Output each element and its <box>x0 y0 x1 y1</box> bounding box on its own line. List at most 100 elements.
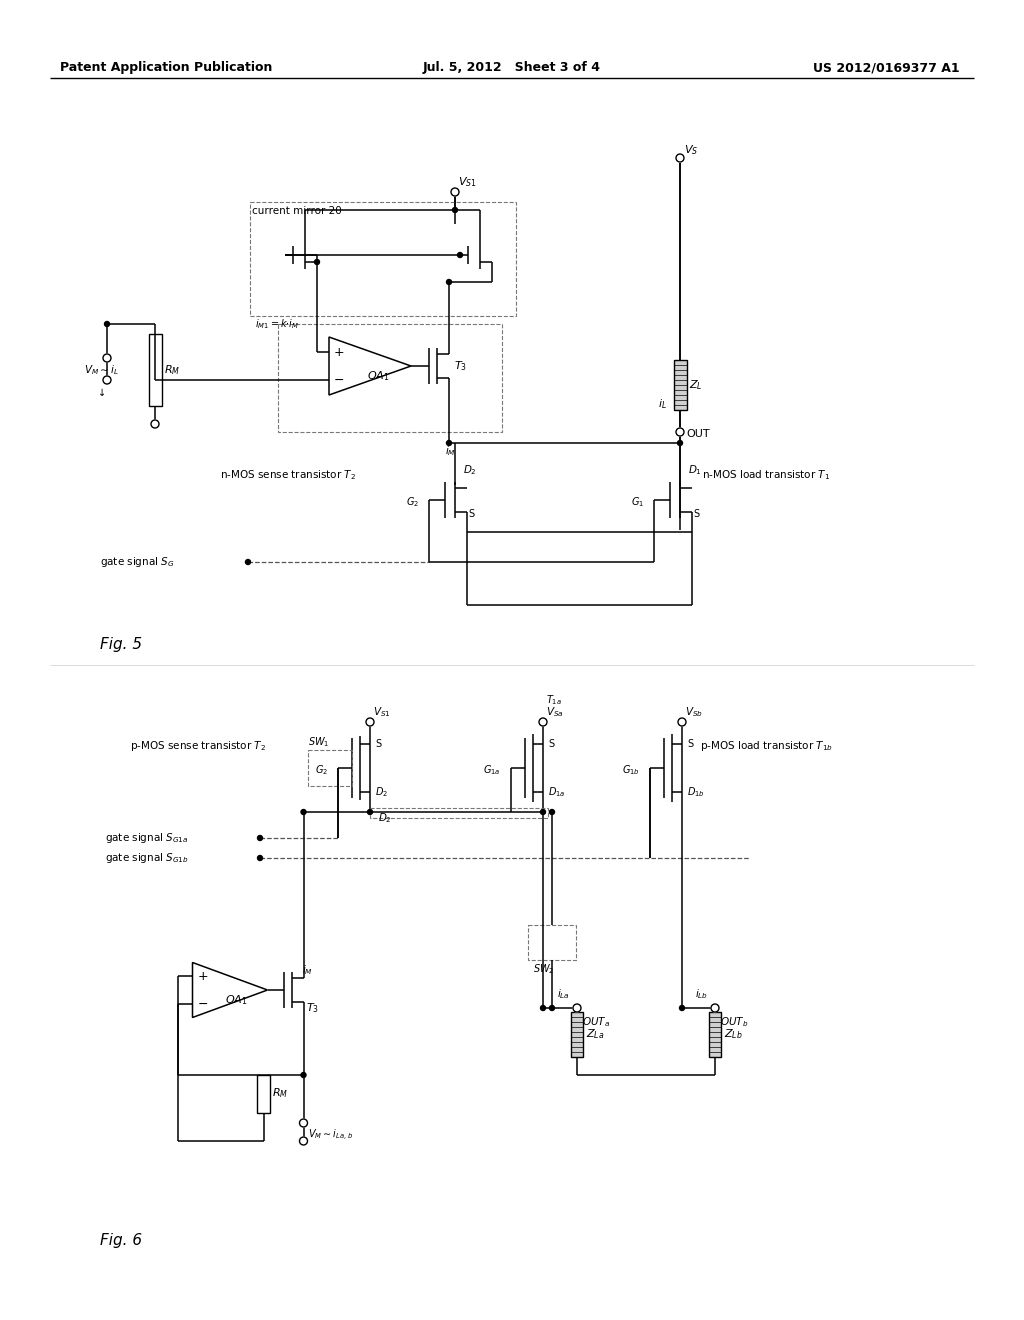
Circle shape <box>451 187 459 195</box>
Circle shape <box>676 428 684 436</box>
Text: $D_{1b}$: $D_{1b}$ <box>687 785 705 799</box>
Polygon shape <box>329 337 411 395</box>
Text: $T_3$: $T_3$ <box>306 1001 319 1015</box>
Text: Patent Application Publication: Patent Application Publication <box>60 62 272 74</box>
Circle shape <box>711 1005 719 1012</box>
Circle shape <box>541 809 546 814</box>
Circle shape <box>678 718 686 726</box>
Circle shape <box>103 354 111 362</box>
Text: $V_M{\sim}i_L$: $V_M{\sim}i_L$ <box>84 363 119 378</box>
Bar <box>674 360 686 411</box>
Text: $Z_{Lb}$: $Z_{Lb}$ <box>724 1027 742 1041</box>
Circle shape <box>257 855 262 861</box>
Text: Fig. 6: Fig. 6 <box>100 1233 142 1247</box>
Bar <box>257 1074 270 1113</box>
Circle shape <box>301 809 306 814</box>
Circle shape <box>550 1006 555 1011</box>
Bar <box>148 334 162 407</box>
Circle shape <box>550 809 555 814</box>
Text: $V_{S1}$: $V_{S1}$ <box>373 705 391 719</box>
Text: p-MOS load transistor $T_{1b}$: p-MOS load transistor $T_{1b}$ <box>700 739 833 752</box>
Text: $V_M{\sim}i_{La,b}$: $V_M{\sim}i_{La,b}$ <box>308 1127 353 1143</box>
Text: S: S <box>687 739 693 748</box>
Circle shape <box>151 420 159 428</box>
Circle shape <box>103 376 111 384</box>
Text: $OA_1$: $OA_1$ <box>367 370 389 383</box>
Text: $G_{1b}$: $G_{1b}$ <box>623 763 640 777</box>
Bar <box>370 808 548 818</box>
Text: Fig. 5: Fig. 5 <box>100 636 142 652</box>
Bar <box>278 323 502 432</box>
Text: S: S <box>375 739 381 748</box>
Text: gate signal $S_G$: gate signal $S_G$ <box>100 554 174 569</box>
Bar <box>709 1012 721 1057</box>
Text: $V_S$: $V_S$ <box>684 143 698 157</box>
Text: $D_{1a}$: $D_{1a}$ <box>548 785 565 799</box>
Bar <box>571 1012 583 1057</box>
Text: $i_{M1}{=}k{\cdot}i_M$: $i_{M1}{=}k{\cdot}i_M$ <box>255 317 299 331</box>
Circle shape <box>541 1006 546 1011</box>
Text: $Z_L$: $Z_L$ <box>689 378 702 392</box>
Text: $i_L$: $i_L$ <box>658 397 667 411</box>
Text: OUT: OUT <box>686 429 710 440</box>
Circle shape <box>104 322 110 326</box>
Text: $-$: $-$ <box>334 372 344 385</box>
Text: +: + <box>198 970 208 983</box>
Circle shape <box>539 718 547 726</box>
Text: gate signal $S_{G1a}$: gate signal $S_{G1a}$ <box>105 832 188 845</box>
Text: S: S <box>548 739 554 748</box>
Circle shape <box>678 441 683 446</box>
Text: $-$: $-$ <box>197 997 208 1010</box>
Circle shape <box>458 252 463 257</box>
Text: $i_M$: $i_M$ <box>445 444 456 458</box>
Text: $D_2$: $D_2$ <box>375 785 388 799</box>
Circle shape <box>453 207 458 213</box>
Bar <box>250 202 516 315</box>
Text: n-MOS sense transistor $T_2$: n-MOS sense transistor $T_2$ <box>220 469 356 482</box>
Text: $G_{1a}$: $G_{1a}$ <box>483 763 501 777</box>
Text: $SW_1$: $SW_1$ <box>308 735 330 748</box>
Text: S: S <box>468 510 474 519</box>
Text: n-MOS load transistor $T_1$: n-MOS load transistor $T_1$ <box>702 469 830 482</box>
Text: $SW_2$: $SW_2$ <box>534 962 554 975</box>
Text: $T_3$: $T_3$ <box>454 359 467 372</box>
Circle shape <box>299 1137 307 1144</box>
Circle shape <box>446 280 452 285</box>
Text: $R_M$: $R_M$ <box>272 1086 289 1100</box>
Text: $R_M$: $R_M$ <box>164 363 180 378</box>
Circle shape <box>573 1005 581 1012</box>
Text: US 2012/0169377 A1: US 2012/0169377 A1 <box>813 62 961 74</box>
Text: p-MOS sense transistor $T_2$: p-MOS sense transistor $T_2$ <box>130 739 266 752</box>
Circle shape <box>314 260 319 264</box>
Circle shape <box>299 1119 307 1127</box>
Text: $OUT_b$: $OUT_b$ <box>720 1015 749 1028</box>
Text: $T_{1a}$: $T_{1a}$ <box>546 693 562 708</box>
Text: $V_{Sa}$: $V_{Sa}$ <box>546 705 563 719</box>
Text: $i_{Lb}$: $i_{Lb}$ <box>695 987 709 1001</box>
Polygon shape <box>193 962 267 1018</box>
Text: $D_1$: $D_1$ <box>688 463 702 477</box>
Bar <box>528 925 575 960</box>
Circle shape <box>680 1006 684 1011</box>
Text: gate signal $S_{G1b}$: gate signal $S_{G1b}$ <box>105 851 188 865</box>
Text: $G_2$: $G_2$ <box>406 495 419 510</box>
Circle shape <box>257 836 262 841</box>
Text: $D_2$: $D_2$ <box>463 463 477 477</box>
Text: $G_1$: $G_1$ <box>631 495 644 510</box>
Circle shape <box>446 441 452 446</box>
Text: $i_{La}$: $i_{La}$ <box>557 987 570 1001</box>
Circle shape <box>301 1072 306 1077</box>
Text: $OUT_a$: $OUT_a$ <box>582 1015 610 1028</box>
Circle shape <box>366 718 374 726</box>
Circle shape <box>676 154 684 162</box>
Text: Jul. 5, 2012   Sheet 3 of 4: Jul. 5, 2012 Sheet 3 of 4 <box>423 62 601 74</box>
Text: +: + <box>334 346 344 359</box>
Text: $D_2$: $D_2$ <box>378 810 392 825</box>
Text: $\downarrow$: $\downarrow$ <box>96 387 106 397</box>
Text: S: S <box>693 510 699 519</box>
Circle shape <box>246 560 251 565</box>
Text: $Z_{La}$: $Z_{La}$ <box>586 1027 604 1041</box>
Circle shape <box>368 809 373 814</box>
Text: current mirror 20: current mirror 20 <box>252 206 342 216</box>
Text: $V_{S1}$: $V_{S1}$ <box>458 176 477 189</box>
